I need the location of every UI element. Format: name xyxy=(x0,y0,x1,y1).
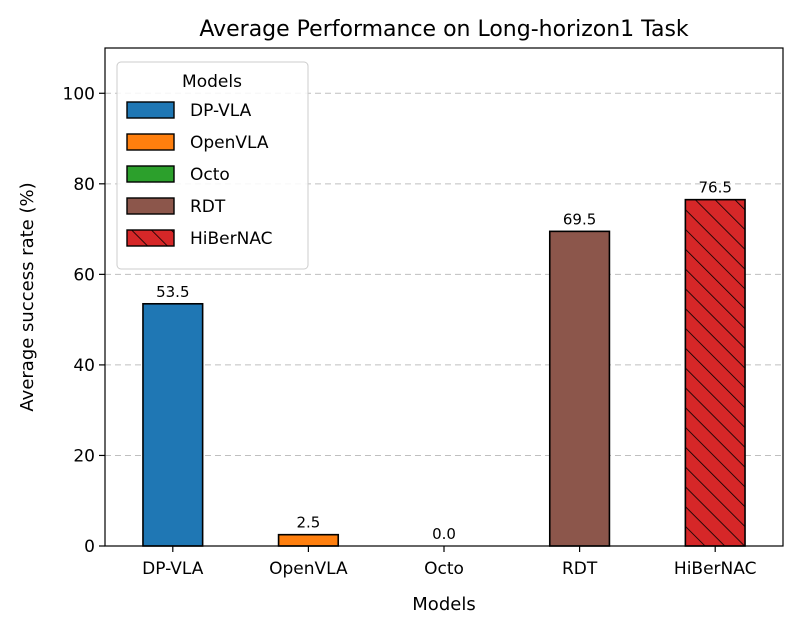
data-label-hibernac: 76.5 xyxy=(698,179,731,197)
data-label-rdt: 69.5 xyxy=(563,210,596,228)
x-axis-label: Models xyxy=(412,594,475,615)
y-tick-label: 20 xyxy=(73,446,95,466)
x-tick-label: DP-VLA xyxy=(142,559,204,579)
legend-swatch-rdt xyxy=(126,197,175,215)
y-axis-ticks: 0 20 40 60 80 100 xyxy=(63,84,105,557)
data-label-octo: 0.0 xyxy=(432,525,456,543)
bar-hibernac xyxy=(684,198,746,547)
x-tick-label: RDT xyxy=(562,559,598,579)
legend-swatch-hibernac xyxy=(126,229,175,247)
bar-openvla xyxy=(277,533,340,547)
y-tick-label: 80 xyxy=(73,175,95,195)
y-tick-label: 40 xyxy=(73,356,95,376)
legend-swatch-openvla xyxy=(126,133,175,151)
y-axis-label: Average success rate (%) xyxy=(17,182,38,411)
legend-entry-hibernac: HiBerNAC xyxy=(190,229,273,249)
legend-title: Models xyxy=(182,72,242,92)
x-tick-label: OpenVLA xyxy=(269,559,348,579)
bar-rdt xyxy=(548,230,611,547)
legend-entry-octo: Octo xyxy=(190,165,230,185)
legend-entries: DP-VLA OpenVLA Octo RDT HiBerNAC xyxy=(126,101,273,249)
legend-entry-rdt: RDT xyxy=(190,197,226,217)
data-label-dp-vla: 53.5 xyxy=(156,283,189,301)
legend-entry-openvla: OpenVLA xyxy=(190,133,269,153)
data-labels: 53.5 2.5 0.0 69.5 76.5 xyxy=(156,179,732,543)
legend-entry-dp-vla: DP-VLA xyxy=(190,101,252,121)
y-tick-label: 100 xyxy=(63,84,95,104)
x-axis-ticks: DP-VLA OpenVLA Octo RDT HiBerNAC xyxy=(142,546,756,579)
y-tick-label: 0 xyxy=(84,537,95,557)
legend: Models DP-VLA OpenVLA Octo RDT HiBerNAC xyxy=(116,61,309,270)
bars xyxy=(142,198,746,547)
legend-swatch-dp-vla xyxy=(126,101,175,119)
y-tick-label: 60 xyxy=(73,265,95,285)
bar-dp-vla xyxy=(142,302,204,547)
chart-title: Average Performance on Long-horizon1 Tas… xyxy=(199,17,689,42)
x-tick-label: Octo xyxy=(424,559,464,579)
legend-swatch-octo xyxy=(126,165,175,183)
x-tick-label: HiBerNAC xyxy=(674,559,757,579)
data-label-openvla: 2.5 xyxy=(296,514,320,532)
